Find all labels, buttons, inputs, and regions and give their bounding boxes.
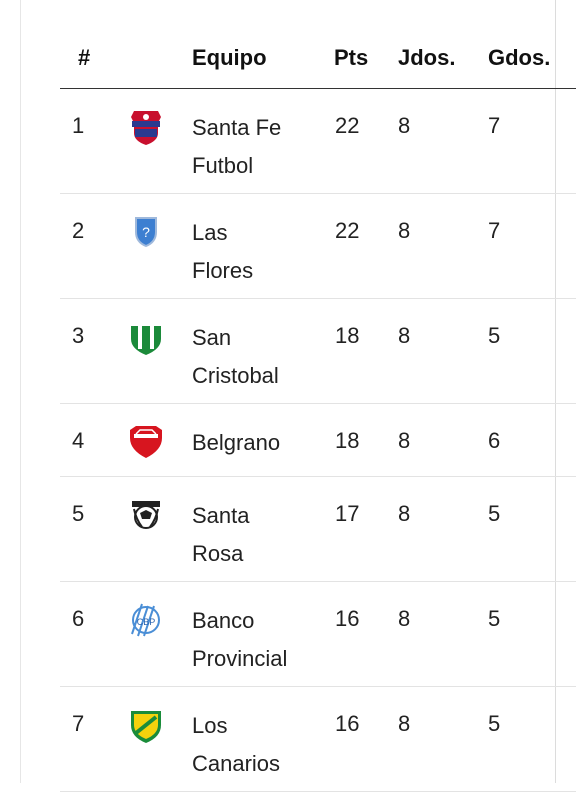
header-played: Jdos.: [398, 45, 456, 70]
row-position: 2: [72, 218, 85, 243]
placeholder-shield-icon: ?: [135, 217, 157, 248]
won: 5: [488, 323, 501, 348]
played: 8: [398, 323, 411, 348]
row-position: 5: [72, 501, 85, 526]
row-position: 7: [72, 711, 85, 736]
team-name: Los Canarios: [192, 713, 281, 776]
points: 22: [335, 113, 360, 138]
header-points: Pts: [334, 45, 369, 70]
won: 7: [488, 113, 501, 138]
points: 18: [335, 428, 360, 453]
points: 22: [335, 218, 360, 243]
row-position: 3: [72, 323, 85, 348]
points: 16: [335, 606, 360, 631]
played: 8: [398, 218, 411, 243]
points: 17: [335, 501, 360, 526]
row-position: 1: [72, 113, 85, 138]
table-row[interactable]: 3 San Cristobal 18 8 5: [60, 299, 576, 404]
header-team: Equipo: [192, 45, 267, 70]
points: 16: [335, 711, 360, 736]
team-name: Santa Rosa: [192, 503, 250, 566]
points: 18: [335, 323, 360, 348]
won: 5: [488, 501, 501, 526]
row-position: 6: [72, 606, 85, 631]
svg-text:CBP: CBP: [137, 617, 156, 627]
header-position: #: [78, 45, 91, 70]
team-name: Santa Fe Futbol: [192, 115, 282, 178]
won: 5: [488, 711, 501, 736]
table-row[interactable]: 7 Los Canarios 16 8 5: [60, 687, 576, 792]
header-won: Gdos.: [488, 45, 551, 70]
left-border: [20, 0, 21, 783]
right-border: [555, 0, 556, 783]
row-position: 4: [72, 428, 85, 453]
santa-rosa-crest-icon: [132, 501, 160, 529]
table-row[interactable]: 6 CBP Banco Provincial 16 8 5: [60, 582, 576, 687]
santa-fe-futbol-crest-icon: [131, 111, 161, 145]
table-row[interactable]: 1 Santa Fe Futbol 22 8 7: [60, 89, 576, 194]
belgrano-crest-icon: [130, 426, 162, 458]
san-cristobal-crest-icon: [131, 321, 161, 355]
table-row[interactable]: 4 Belgrano 18 8 6: [60, 404, 576, 477]
svg-text:?: ?: [142, 224, 150, 240]
standings-table: # Equipo Pts Jdos. Gdos. 1 Santa Fe Futb…: [60, 0, 576, 792]
team-name: Las Flores: [192, 220, 254, 283]
banco-provincial-crest-icon: CBP: [131, 603, 160, 637]
table-header: # Equipo Pts Jdos. Gdos.: [60, 0, 576, 89]
won: 7: [488, 218, 501, 243]
played: 8: [398, 606, 411, 631]
team-name: Banco Provincial: [192, 608, 288, 671]
played: 8: [398, 711, 411, 736]
table-row[interactable]: 2 ? Las Flores 22 8 7: [60, 194, 576, 299]
won: 6: [488, 428, 501, 453]
table-row[interactable]: 5 Santa Rosa 17 8 5: [60, 477, 576, 582]
los-canarios-crest-icon: [131, 711, 161, 743]
won: 5: [488, 606, 501, 631]
played: 8: [398, 113, 411, 138]
team-name: Belgrano: [192, 430, 281, 455]
played: 8: [398, 428, 411, 453]
played: 8: [398, 501, 411, 526]
team-name: San Cristobal: [192, 325, 279, 388]
